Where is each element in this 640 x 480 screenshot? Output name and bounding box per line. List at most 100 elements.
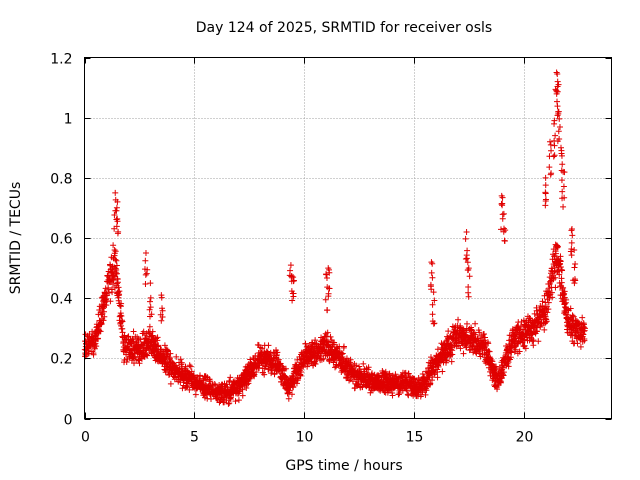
data-point [440, 358, 447, 365]
data-point [557, 258, 564, 265]
data-point [581, 325, 588, 332]
data-point [125, 333, 132, 340]
data-point [308, 359, 315, 366]
data-point [463, 344, 470, 351]
data-point [147, 313, 154, 320]
data-point [98, 321, 105, 328]
data-point [130, 328, 137, 335]
data-point [294, 375, 301, 382]
data-point [323, 333, 330, 340]
data-point [465, 289, 472, 296]
data-point [293, 380, 300, 387]
data-point [142, 280, 149, 287]
data-point [500, 364, 507, 371]
data-point [118, 300, 125, 307]
data-point [339, 350, 346, 357]
data-point [545, 306, 552, 313]
data-point [161, 342, 168, 349]
data-point [101, 313, 108, 320]
x-axis-label: GPS time / hours [285, 458, 402, 474]
data-point [466, 273, 473, 280]
data-point [211, 381, 218, 388]
data-point [431, 320, 438, 327]
data-point [159, 314, 166, 321]
data-point [560, 168, 567, 175]
data-point [288, 391, 295, 398]
data-point [96, 327, 103, 334]
data-point [449, 351, 456, 358]
data-point [443, 357, 450, 364]
data-point [558, 279, 565, 286]
data-point [97, 328, 104, 335]
data-point [365, 364, 372, 371]
data-point [236, 387, 243, 394]
data-point [123, 359, 130, 366]
data-point [115, 284, 122, 291]
data-point [158, 317, 165, 324]
data-point [462, 255, 469, 262]
y-tick-label: 0.2 [50, 352, 72, 368]
data-point [113, 262, 120, 269]
data-point [325, 293, 332, 300]
data-point [422, 391, 429, 398]
data-point [542, 198, 549, 205]
data-point [208, 396, 215, 403]
data-point [572, 277, 579, 284]
data-point [322, 296, 329, 303]
data-point [396, 390, 403, 397]
data-point [298, 368, 305, 375]
data-point [539, 298, 546, 305]
y-tick-label: 1.2 [50, 52, 72, 68]
x-tick-label: 15 [406, 430, 424, 446]
data-point [542, 174, 549, 181]
y-tick-label: 0.4 [50, 292, 72, 308]
data-point [110, 277, 117, 284]
data-point [464, 259, 471, 266]
data-point [546, 295, 553, 302]
data-point [530, 337, 537, 344]
data-point [569, 232, 576, 239]
data-point [146, 306, 153, 313]
data-point [356, 363, 363, 370]
data-point [340, 343, 347, 350]
data-point [109, 289, 116, 296]
data-point [114, 218, 121, 225]
data-point [439, 368, 446, 375]
data-point [282, 365, 289, 372]
data-point [286, 272, 293, 279]
data-point [353, 362, 360, 369]
data-point [114, 198, 121, 205]
data-point [113, 204, 120, 211]
data-point [227, 394, 234, 401]
data-point [430, 289, 437, 296]
data-point [445, 328, 452, 335]
data-point [545, 299, 552, 306]
data-point [227, 374, 234, 381]
data-points [81, 69, 588, 407]
data-point [489, 358, 496, 365]
data-point [85, 350, 92, 357]
data-point [552, 284, 559, 291]
data-point [326, 285, 333, 292]
y-tick-label: 0.6 [50, 232, 72, 248]
data-point [265, 342, 272, 349]
data-point [90, 350, 97, 357]
data-point [556, 124, 563, 131]
data-point [500, 369, 507, 376]
data-point [557, 144, 564, 151]
data-point [243, 385, 250, 392]
data-point [155, 342, 162, 349]
data-point [113, 257, 120, 264]
data-point [428, 259, 435, 266]
data-point [571, 280, 578, 287]
data-point [323, 271, 330, 278]
data-point [282, 373, 289, 380]
data-point [542, 189, 549, 196]
data-point [428, 269, 435, 276]
data-point [359, 384, 366, 391]
data-point [554, 70, 561, 77]
data-point [115, 228, 122, 235]
data-point [569, 312, 576, 319]
data-point [552, 132, 559, 139]
